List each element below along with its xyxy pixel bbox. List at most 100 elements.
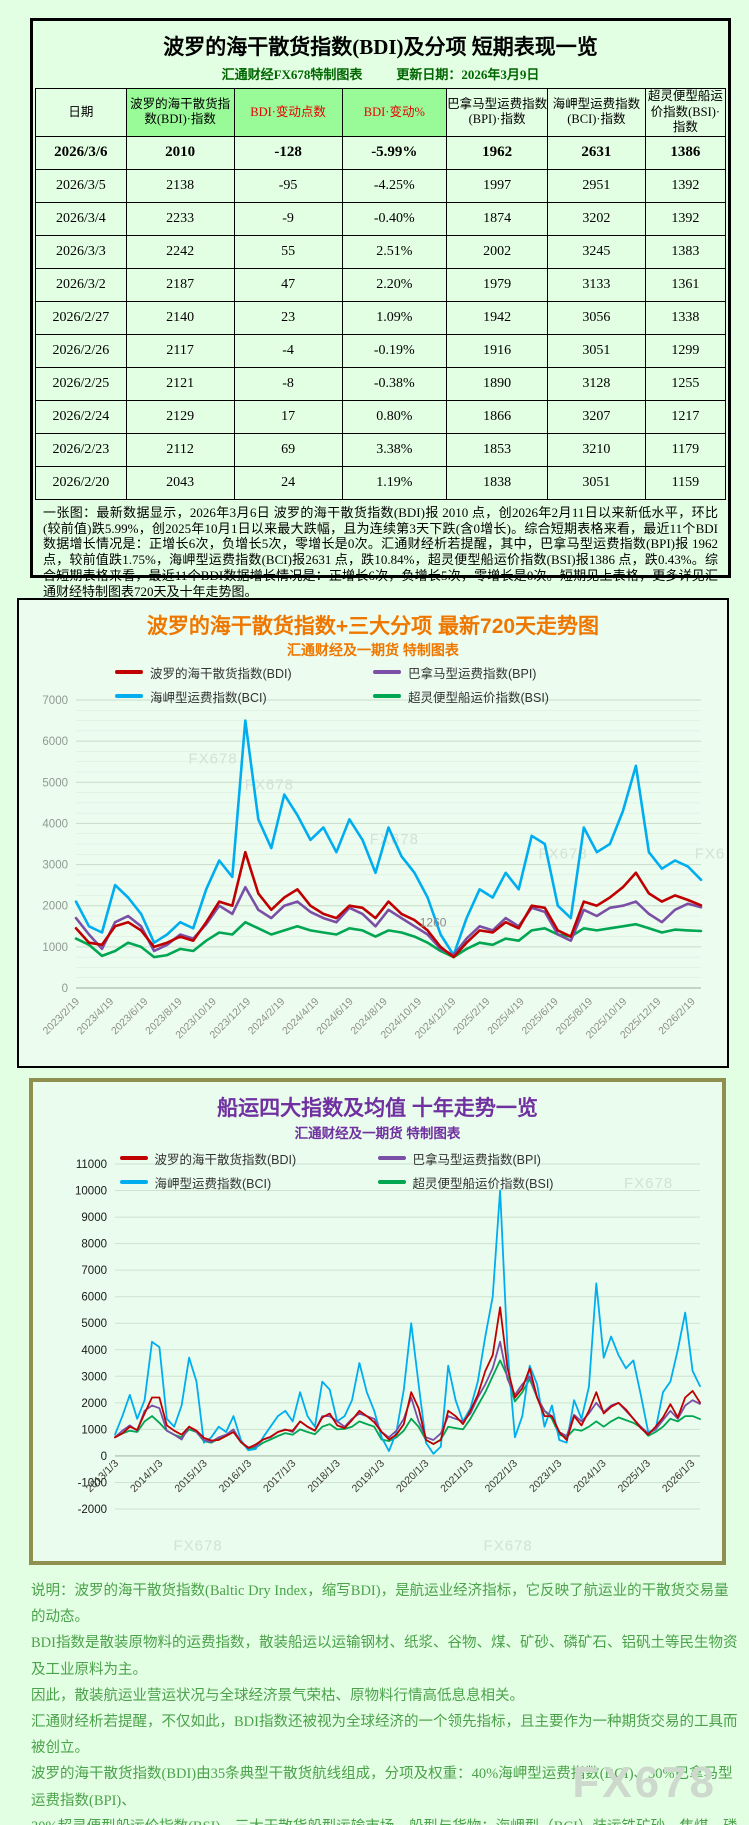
table-row: 2026/3/6 2010 -128 -5.99% 1962 2631 1386 xyxy=(35,135,727,170)
legend-item-bsi: 超灵便型船运价指数(BSI) xyxy=(373,686,631,706)
legend-item-bpi: 巴拿马型运费指数(BPI) xyxy=(373,662,631,682)
chart-10y-section: -2000 -1000 0 1000 2000 3000 4000 5000 6000 7000 8… xyxy=(29,1078,726,1565)
y-tick-label: 9000 xyxy=(81,1212,107,1224)
table-cell: 3207 xyxy=(547,399,646,434)
y-tick-label: 3000 xyxy=(81,1371,107,1383)
line-chart-10y: -2000 -1000 0 1000 2000 3000 4000 5000 6000 7000 8… xyxy=(75,1159,701,1554)
footnote-line: BDI指数是散装原物料的运费指数，散装船运以运输钢材、纸浆、谷物、煤、矿砂、磷矿… xyxy=(31,1635,738,1678)
table-cell: 47 xyxy=(233,267,343,302)
legend-swatch-bpi xyxy=(377,1156,406,1160)
table-cell: 55 xyxy=(233,234,343,269)
y-tick-label: 5000 xyxy=(81,1318,107,1330)
footnote-line: 汇通财经析若提醒，不仅如此，BDI指数还被视为全球经济的一个领先指标，且主要作为… xyxy=(31,1714,738,1757)
table-cell: 17 xyxy=(233,399,343,434)
footnote-line: 因此，散装航运业营运状况与全球经济景气荣枯、原物料行情高低息息相关。 xyxy=(31,1687,524,1704)
table-row: 2026/3/3 2242 55 2.51% 2002 3245 1383 xyxy=(35,234,727,269)
footnote-line: 说明：波罗的海干散货指数(Baltic Dry Index，缩写BDI)，是航运… xyxy=(31,1583,729,1626)
x-tick-label: 2020/1/3 xyxy=(394,1457,431,1494)
series-line xyxy=(74,850,703,959)
x-tick-label: 2022/1/3 xyxy=(483,1457,520,1494)
table-cell: 3210 xyxy=(547,432,646,467)
x-tick-label: 2023/1/3 xyxy=(527,1457,564,1494)
table-cell: 3056 xyxy=(547,300,646,335)
table-cell: 1874 xyxy=(446,201,549,236)
table-cell: 2129 xyxy=(125,399,235,434)
fx678-watermark: FX678 xyxy=(484,1537,533,1554)
table-subtitle: 汇通财经FX678特制图表 更新日期：2026年3月9日 xyxy=(33,64,728,83)
source-label: 汇通财经FX678特制图表 xyxy=(221,67,363,82)
table-cell: 2026/3/3 xyxy=(35,234,127,269)
table-cell: 1299 xyxy=(644,333,727,368)
table-cell: 2026/2/26 xyxy=(35,333,127,368)
table-cell: 2026/2/25 xyxy=(35,366,127,401)
table-cell: -0.40% xyxy=(341,201,448,236)
table-row: 2026/2/24 2129 17 0.80% 1866 3207 1217 xyxy=(35,399,727,434)
chart-720d-legend: 波罗的海干散货指数(BDI) 巴拿马型运费指数(BPI) 海岬型运费指数(BCI… xyxy=(19,662,727,706)
table-cell: 2026/3/5 xyxy=(35,168,127,203)
y-tick-label: -2000 xyxy=(78,1504,107,1516)
x-tick-label: 2025/1/3 xyxy=(616,1457,653,1494)
update-date: 更新日期：2026年3月9日 xyxy=(396,67,540,82)
table-cell: 2026/2/23 xyxy=(35,432,127,467)
column-header: BDI·变动点数 xyxy=(233,88,343,137)
series-line xyxy=(74,719,703,957)
table-row: 2026/2/23 2112 69 3.38% 1853 3210 1179 xyxy=(35,432,727,467)
y-tick-label: 7000 xyxy=(81,1265,107,1277)
legend-swatch-bsi xyxy=(373,694,401,698)
summary-text: 一张图：最新数据显示，2026年3月6日 波罗的海干散货指数(BDI)报 201… xyxy=(43,504,718,599)
series-line xyxy=(114,1306,701,1449)
table-row: 2026/3/4 2233 -9 -0.40% 1874 3202 1392 xyxy=(35,201,727,236)
legend-swatch-bdi xyxy=(115,670,143,674)
table-cell: 2043 xyxy=(125,465,235,500)
table-cell: 2026/2/20 xyxy=(35,465,127,500)
y-tick-label: 0 xyxy=(101,1451,107,1463)
legend-item-bci: 海岬型运费指数(BCI) xyxy=(115,686,373,706)
y-tick-label: 1000 xyxy=(42,942,68,954)
table-row: 2026/3/2 2187 47 2.20% 1979 3133 1361 xyxy=(35,267,727,302)
chart-720d-subtitle: 汇通财经及一期货 特制图表 xyxy=(287,642,459,658)
fx678-watermark: FX678 xyxy=(539,845,588,862)
chart-10y-subtitle: 汇通财经及一期货 特制图表 xyxy=(294,1126,461,1141)
legend-swatch-bci xyxy=(119,1180,148,1184)
table-cell: 1962 xyxy=(446,135,549,170)
table-cell: 2242 xyxy=(125,234,235,269)
y-tick-label: 2000 xyxy=(42,901,68,913)
table-cell: 2026/3/6 xyxy=(35,135,127,170)
column-header: 超灵便型船运价指数(BSI)·指数 xyxy=(644,88,727,137)
table-cell: -4 xyxy=(233,333,343,368)
y-tick-label: 6000 xyxy=(42,736,68,748)
footnote-line: 波罗的海干散货指数(BDI)由35条典型干散货航线组成，分项及权重：40%海岬型… xyxy=(31,1766,733,1809)
bdi-table-section: 波罗的海干散货指数(BDI)及分项 短期表现一览 汇通财经FX678特制图表 更新… xyxy=(30,18,731,599)
y-tick-label: -1000 xyxy=(78,1477,107,1489)
x-tick-label: 2018/1/3 xyxy=(305,1457,342,1494)
y-tick-label: 2000 xyxy=(81,1398,107,1410)
table-cell: 24 xyxy=(233,465,343,500)
fx678-watermark: FX678 xyxy=(189,750,238,767)
column-header: 巴拿马型运费指数(BPI)·指数 xyxy=(446,88,549,137)
table-cell: 2951 xyxy=(547,168,646,203)
table-cell: -128 xyxy=(233,135,343,170)
x-tick-label: 2014/1/3 xyxy=(128,1457,165,1494)
table-cell: -0.19% xyxy=(341,333,448,368)
table-cell: 2140 xyxy=(125,300,235,335)
bdi-table: 日期 波罗的海干散货指数(BDI)·指数 BDI·变动点数 BDI·变动% 巴拿马型运费… xyxy=(35,88,727,500)
table-cell: 1.09% xyxy=(341,300,448,335)
table-row: 2026/2/27 2140 23 1.09% 1942 3056 1338 xyxy=(35,300,727,335)
table-cell: -95 xyxy=(233,168,343,203)
table-cell: 2187 xyxy=(125,267,235,302)
table-cell: 2.20% xyxy=(341,267,448,302)
table-cell: 2233 xyxy=(125,201,235,236)
table-header-row: 日期 波罗的海干散货指数(BDI)·指数 BDI·变动点数 BDI·变动% 巴拿马型运费… xyxy=(35,88,727,137)
table-cell: 1942 xyxy=(446,300,549,335)
table-cell: 1159 xyxy=(644,465,727,500)
table-cell: 3202 xyxy=(547,201,646,236)
x-tick-label: 2021/1/3 xyxy=(438,1457,475,1494)
table-cell: 3128 xyxy=(547,366,646,401)
table-cell: 1392 xyxy=(644,168,727,203)
table-cell: 2121 xyxy=(125,366,235,401)
series-line xyxy=(74,885,703,957)
table-body: 2026/3/6 2010 -128 -5.99% 1962 2631 1386 2026/3… xyxy=(35,135,727,500)
legend-item-bpi: 巴拿马型运费指数(BPI) xyxy=(377,1148,636,1168)
table-cell: 1392 xyxy=(644,201,727,236)
